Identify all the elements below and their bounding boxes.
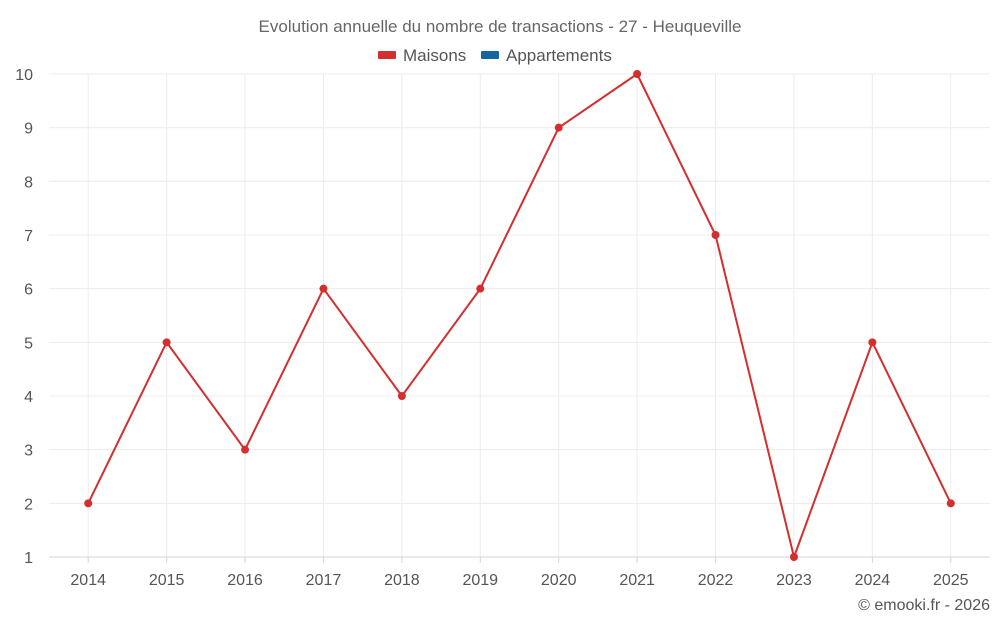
data-point[interactable] <box>397 392 406 400</box>
y-tick-label: 6 <box>24 282 33 299</box>
grid <box>49 73 990 557</box>
x-tick-label: 2020 <box>541 572 577 589</box>
data-point[interactable] <box>476 284 485 293</box>
y-tick-label: 3 <box>24 443 33 460</box>
y-tick-label: 4 <box>24 389 33 406</box>
chart-title: Evolution annuelle du nombre de transact… <box>259 17 742 36</box>
plot-area <box>84 70 955 561</box>
x-tick-label: 2016 <box>227 572 263 589</box>
y-axis: 1 2 3 4 5 6 7 8 9 10 <box>15 67 33 567</box>
data-point[interactable] <box>319 284 328 293</box>
legend-swatch-maisons[interactable] <box>378 51 396 59</box>
y-tick-label: 1 <box>24 550 33 567</box>
y-tick-label: 8 <box>24 174 33 191</box>
data-point[interactable] <box>162 338 171 347</box>
data-point[interactable] <box>241 445 250 454</box>
legend-label-appartements[interactable]: Appartements <box>506 46 612 65</box>
y-tick-label: 10 <box>15 67 33 84</box>
x-axis: 2014 2015 2016 2017 2018 2019 2020 2021 2022 2023… <box>49 556 990 589</box>
legend-swatch-appartements[interactable] <box>481 51 499 59</box>
data-point[interactable] <box>711 231 720 239</box>
data-point[interactable] <box>633 70 642 78</box>
legend[interactable]: Maisons Appartements <box>378 46 612 65</box>
x-tick-label: 2024 <box>855 572 891 589</box>
data-point[interactable] <box>946 499 955 508</box>
x-tick-label: 2025 <box>933 572 969 589</box>
x-tick-label: 2018 <box>384 572 420 589</box>
series-line-maisons <box>87 72 952 561</box>
y-tick-label: 5 <box>24 335 33 352</box>
y-tick-label: 2 <box>24 496 33 513</box>
data-point[interactable] <box>554 123 563 132</box>
x-tick-label: 2022 <box>698 572 734 589</box>
data-point[interactable] <box>868 338 877 347</box>
y-tick-label: 7 <box>24 228 33 245</box>
data-point[interactable] <box>84 499 93 508</box>
x-tick-label: 2015 <box>149 572 185 589</box>
data-point[interactable] <box>789 553 798 561</box>
credit-text: © emooki.fr - 2026 <box>858 597 990 614</box>
x-tick-label: 2023 <box>776 572 812 589</box>
y-tick-label: 9 <box>24 121 33 138</box>
legend-label-maisons[interactable]: Maisons <box>403 46 466 65</box>
x-tick-label: 2017 <box>306 572 342 589</box>
x-tick-label: 2014 <box>70 572 106 589</box>
x-tick-label: 2019 <box>462 572 498 589</box>
x-tick-label: 2021 <box>619 572 655 589</box>
